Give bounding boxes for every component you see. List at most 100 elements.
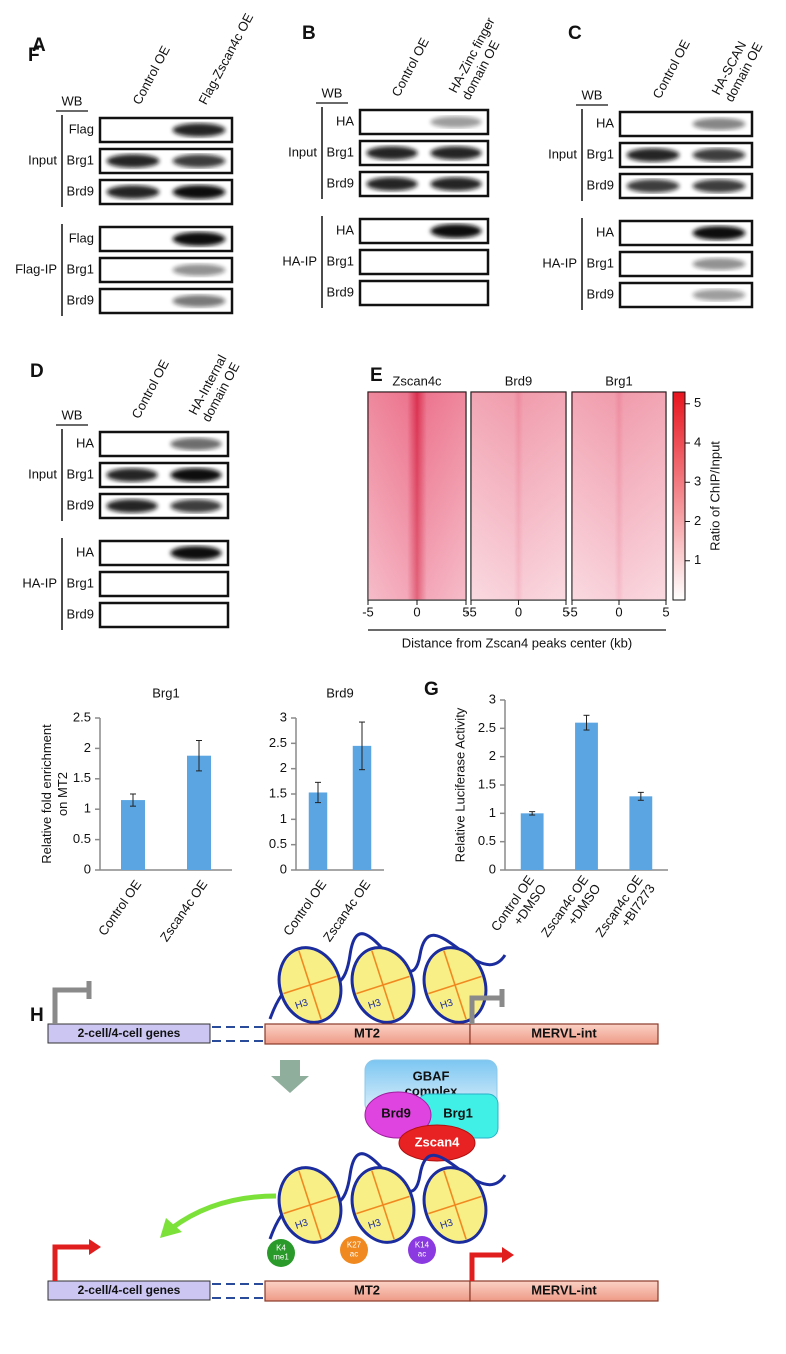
histone-label: H3 bbox=[439, 997, 455, 1012]
column-header: Flag-Zscan4c OE bbox=[195, 10, 256, 107]
gbaf-label-line: GBAF bbox=[413, 1069, 450, 1084]
x-tick-label: Zscan4c OE+DMSO bbox=[538, 873, 604, 949]
histone-mark-label-line: K4 bbox=[276, 1244, 286, 1253]
heatmap-title: Brd9 bbox=[505, 373, 532, 388]
histone-mark-label: K4 me1 bbox=[273, 1244, 289, 1262]
colorbar-tick-label: 4 bbox=[694, 434, 701, 449]
histone-label: H3 bbox=[439, 1217, 455, 1232]
panel-letter: B bbox=[302, 23, 316, 44]
x-tick-label: 5 bbox=[562, 604, 569, 619]
histone-label: H3 bbox=[294, 997, 310, 1012]
row-label: Brd9 bbox=[587, 286, 614, 301]
row-label: Brg1 bbox=[587, 255, 614, 270]
band bbox=[692, 148, 746, 162]
bar bbox=[520, 813, 544, 870]
band bbox=[430, 177, 482, 191]
x-tick-label: -5 bbox=[465, 604, 477, 619]
blot-strip bbox=[98, 539, 230, 567]
group-label: Input bbox=[28, 466, 57, 481]
y-tick-label: 0 bbox=[280, 861, 287, 876]
column-header: HA-SCANdomain OE bbox=[709, 33, 766, 105]
x-tick-label: -5 bbox=[566, 604, 578, 619]
histone-label: H3 bbox=[294, 1217, 310, 1232]
group-label: HA-IP bbox=[542, 255, 577, 270]
row-label: Brg1 bbox=[587, 146, 614, 161]
nucleosome: H3 bbox=[422, 946, 488, 1024]
x-tick-label: 5 bbox=[462, 604, 469, 619]
band bbox=[172, 185, 226, 199]
band bbox=[170, 546, 222, 560]
heatmap-fade bbox=[471, 392, 566, 600]
histone-mark-label: K14 ac bbox=[415, 1241, 430, 1259]
y-tick-label: 0.5 bbox=[478, 833, 496, 848]
y-axis-label-line: Relative fold enrichment bbox=[39, 724, 54, 864]
row-label: Brg1 bbox=[67, 261, 94, 276]
wb-label: WB bbox=[62, 93, 83, 108]
histone-cross bbox=[298, 950, 322, 1020]
promoter bbox=[469, 995, 502, 1024]
gene-box bbox=[47, 1023, 211, 1044]
y-tick-label: 0 bbox=[489, 861, 496, 876]
band bbox=[430, 224, 482, 238]
activation-arrow bbox=[170, 1193, 277, 1231]
row-label: Brd9 bbox=[67, 183, 94, 198]
histone-mark-label: K27 ac bbox=[347, 1241, 362, 1259]
bar bbox=[629, 796, 653, 870]
bar bbox=[352, 745, 372, 870]
y-tick-label: 1.5 bbox=[269, 785, 287, 800]
y-axis-label: Relative fold enrichmenton MT2 bbox=[39, 724, 70, 864]
chart-title: Brg1 bbox=[152, 685, 179, 700]
heatmap-fade bbox=[368, 392, 466, 600]
colorbar-tick-label: 5 bbox=[694, 395, 701, 410]
band bbox=[172, 123, 226, 137]
band bbox=[170, 499, 222, 513]
column-header: Control OE bbox=[649, 37, 693, 101]
histone-mark-label-line: ac bbox=[418, 1250, 426, 1259]
band bbox=[106, 468, 158, 482]
band bbox=[692, 289, 746, 301]
bar bbox=[121, 800, 145, 870]
y-tick-label: 2 bbox=[280, 760, 287, 775]
band bbox=[692, 258, 746, 270]
heatmap-fade bbox=[572, 392, 666, 600]
column-header: HA-Zinc fingerdomain OE bbox=[446, 15, 512, 103]
promoter-arrowhead bbox=[502, 1247, 514, 1263]
band bbox=[172, 294, 226, 308]
band bbox=[626, 179, 680, 193]
histone-mark-label-line: K27 bbox=[347, 1241, 362, 1250]
band bbox=[366, 177, 418, 191]
histone-cross bbox=[371, 950, 395, 1020]
histone-mark-label-line: ac bbox=[350, 1250, 358, 1259]
y-axis-label-line: on MT2 bbox=[55, 772, 70, 816]
promoter bbox=[52, 987, 89, 1024]
promoter-arrowhead bbox=[89, 1239, 101, 1255]
band bbox=[172, 264, 226, 276]
promoter bbox=[469, 1252, 502, 1281]
nucleosome: H3 bbox=[277, 946, 343, 1024]
histone-cross bbox=[371, 1170, 395, 1240]
histone-cross bbox=[443, 1170, 467, 1240]
row-label: Flag bbox=[69, 230, 94, 245]
band bbox=[170, 437, 222, 451]
y-tick-label: 2.5 bbox=[478, 720, 496, 735]
heatmap-title: Zscan4c bbox=[392, 373, 442, 388]
group-label: Flag-IP bbox=[15, 261, 57, 276]
y-tick-label: 1 bbox=[489, 805, 496, 820]
blot-strip bbox=[98, 601, 230, 629]
column-header: Control OE bbox=[388, 35, 432, 99]
panel-letter: F bbox=[28, 45, 40, 66]
x-tick-label: Control OE bbox=[95, 877, 144, 939]
blot-strip bbox=[358, 248, 490, 276]
wb-label: WB bbox=[322, 85, 343, 100]
y-axis-label: Relative Luciferase Activity bbox=[452, 707, 467, 862]
blot-strip bbox=[98, 287, 234, 315]
row-label: Brd9 bbox=[327, 284, 354, 299]
nucleosome: H3 bbox=[350, 946, 416, 1024]
band bbox=[430, 116, 482, 128]
y-tick-label: 3 bbox=[489, 691, 496, 706]
band bbox=[626, 148, 680, 162]
brd9-label: Brd9 bbox=[381, 1105, 411, 1120]
histone-label: H3 bbox=[367, 997, 383, 1012]
row-label: HA bbox=[336, 113, 354, 128]
